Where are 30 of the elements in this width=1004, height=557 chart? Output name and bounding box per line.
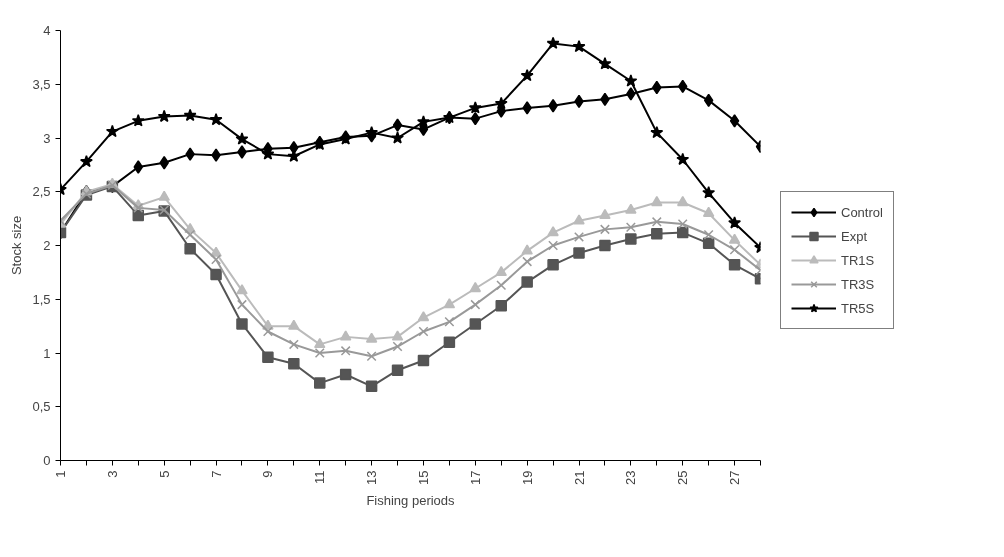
x-tick-label: 15 (415, 470, 431, 485)
y-tick-label: 2,5 (32, 184, 51, 200)
y-tick-label: 0,5 (32, 399, 51, 415)
y-tick-label: 3,5 (32, 76, 51, 92)
x-tick-label: 13 (364, 470, 380, 485)
y-tick-label: 3 (43, 130, 51, 146)
legend-label: TR3S (841, 276, 875, 292)
x-tick-label: 3 (104, 470, 120, 478)
y-tick-label: 0 (43, 453, 51, 468)
legend-label: Expt (841, 228, 868, 244)
legend-label: Control (841, 204, 883, 220)
y-axis-title: Stock size (9, 215, 25, 276)
x-tick-label: 21 (571, 470, 587, 485)
x-tick-label: 19 (519, 470, 535, 485)
y-tick-label: 2 (43, 238, 51, 253)
legend-label: TR1S (841, 252, 875, 268)
x-tick-label: 11 (312, 470, 328, 484)
x-tick-label: 27 (727, 470, 743, 485)
legend-label: TR5S (841, 300, 875, 316)
y-tick-label: 1 (43, 345, 51, 361)
y-tick-label: 1,5 (32, 291, 51, 307)
x-tick-label: 9 (260, 470, 276, 478)
x-tick-label: 7 (208, 470, 224, 478)
y-tick-label: 4 (43, 23, 51, 38)
x-tick-label: 5 (156, 470, 172, 478)
x-tick-label: 1 (53, 470, 68, 478)
x-tick-label: 23 (623, 470, 639, 485)
x-tick-label: 17 (467, 470, 483, 485)
x-tick-label: 25 (675, 470, 691, 485)
x-axis-title: Fishing periods (366, 492, 456, 508)
